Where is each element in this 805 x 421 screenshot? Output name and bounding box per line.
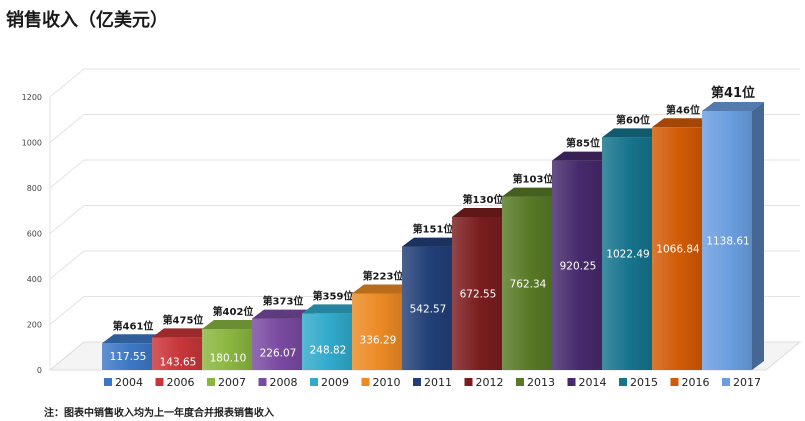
legend-swatch bbox=[516, 378, 524, 386]
bar-top bbox=[102, 334, 164, 344]
data-label: 1138.61 bbox=[706, 235, 749, 247]
bar-top bbox=[352, 284, 414, 294]
bar bbox=[152, 337, 202, 370]
legend-label: 2012 bbox=[476, 376, 504, 389]
legend-swatch bbox=[207, 378, 215, 386]
rank-label: 第41位 bbox=[711, 85, 755, 101]
legend-swatch bbox=[310, 378, 318, 386]
bar-top bbox=[652, 118, 714, 128]
rank-label: 第103位 bbox=[513, 173, 554, 186]
y-tick-label: 1200 bbox=[22, 93, 42, 102]
bar-top bbox=[202, 320, 264, 330]
bar-side bbox=[752, 101, 764, 371]
chart-title: 销售收入（亿美元） bbox=[6, 10, 168, 31]
bar-top bbox=[402, 237, 464, 247]
gridline bbox=[49, 114, 800, 143]
data-label: 542.57 bbox=[410, 303, 447, 315]
legend-label: 2011 bbox=[424, 376, 452, 389]
y-tick-label: 600 bbox=[27, 230, 42, 239]
rank-label: 第373位 bbox=[263, 295, 304, 308]
rank-label: 第130位 bbox=[463, 193, 504, 206]
data-label: 1022.49 bbox=[606, 249, 649, 261]
bar-top bbox=[252, 309, 314, 319]
bar bbox=[302, 313, 352, 370]
bar bbox=[402, 246, 452, 370]
legend-label: 2004 bbox=[115, 376, 143, 389]
rank-label: 第359位 bbox=[313, 289, 354, 302]
rank-label: 第475位 bbox=[163, 313, 204, 326]
legend-label: 2013 bbox=[527, 376, 555, 389]
data-label: 226.07 bbox=[260, 347, 297, 359]
y-tick-label: 1000 bbox=[22, 139, 42, 148]
bar-top bbox=[452, 207, 514, 217]
legend-label: 2016 bbox=[682, 376, 710, 389]
data-label: 336.29 bbox=[360, 335, 397, 347]
legend-swatch bbox=[104, 378, 112, 386]
legend-swatch bbox=[258, 378, 267, 386]
bar bbox=[452, 216, 502, 370]
data-label: 180.10 bbox=[210, 353, 247, 365]
gridline bbox=[49, 68, 800, 98]
bar bbox=[552, 160, 602, 370]
data-label: 143.65 bbox=[160, 357, 197, 369]
legend-swatch bbox=[413, 378, 421, 386]
legend-label: 2014 bbox=[579, 376, 607, 389]
legend-label: 2008 bbox=[270, 376, 298, 389]
legend-swatch bbox=[722, 378, 730, 386]
bar bbox=[652, 127, 702, 370]
legend-swatch bbox=[155, 378, 164, 386]
data-label: 920.25 bbox=[560, 260, 597, 272]
bar bbox=[102, 343, 152, 370]
bar bbox=[702, 110, 752, 371]
y-tick-label: 0 bbox=[37, 366, 42, 375]
y-tick-label: 200 bbox=[27, 321, 42, 330]
bar-top bbox=[702, 101, 764, 111]
rank-label: 第85位 bbox=[566, 137, 600, 150]
rank-label: 第151位 bbox=[413, 223, 454, 236]
data-label: 762.34 bbox=[510, 278, 547, 290]
legend-label: 2017 bbox=[733, 376, 761, 389]
rank-label: 第60位 bbox=[616, 113, 650, 126]
bar-top bbox=[502, 187, 564, 197]
legend-label: 2010 bbox=[373, 376, 401, 389]
legend-swatch bbox=[361, 378, 370, 386]
bar bbox=[502, 196, 552, 370]
legend-label: 2007 bbox=[218, 376, 246, 389]
bar-top bbox=[302, 304, 364, 314]
rank-label: 第402位 bbox=[213, 305, 254, 318]
legend-label: 2006 bbox=[167, 376, 195, 389]
y-tick-label: 800 bbox=[27, 184, 42, 193]
legend-swatch bbox=[619, 378, 627, 386]
bar-top bbox=[602, 128, 664, 138]
data-label: 117.55 bbox=[110, 351, 147, 363]
data-label: 248.82 bbox=[310, 345, 347, 357]
rank-label: 第223位 bbox=[363, 269, 404, 282]
legend-swatch bbox=[670, 378, 679, 386]
rank-label: 第461位 bbox=[113, 319, 154, 332]
chart-footnote: 注：图表中销售收入均为上一年度合并报表销售收入 bbox=[44, 408, 274, 419]
data-label: 672.55 bbox=[460, 288, 497, 300]
bar bbox=[252, 318, 302, 370]
y-tick-label: 400 bbox=[27, 275, 42, 284]
bar-top bbox=[552, 151, 614, 161]
legend-swatch bbox=[567, 378, 576, 386]
bar bbox=[352, 293, 402, 370]
bar-top bbox=[152, 328, 214, 338]
bar bbox=[602, 137, 652, 370]
legend-label: 2009 bbox=[321, 376, 349, 389]
data-label: 1066.84 bbox=[656, 244, 700, 256]
legend-label: 2015 bbox=[630, 376, 658, 389]
bar bbox=[202, 329, 252, 370]
legend-swatch bbox=[464, 378, 473, 386]
rank-label: 第46位 bbox=[666, 103, 700, 116]
